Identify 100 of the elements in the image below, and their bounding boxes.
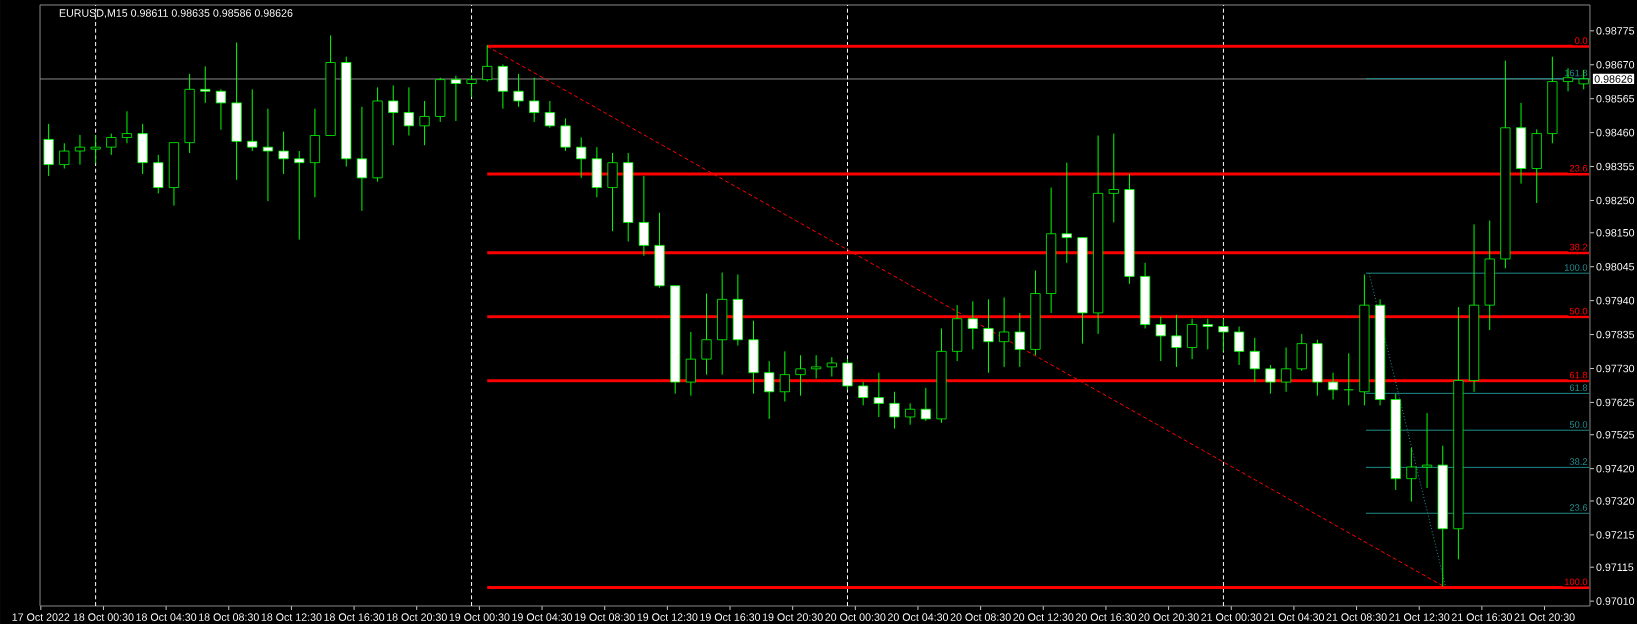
candlestick [873, 372, 884, 418]
x-tick-label: 21 Oct 12:30 [1389, 613, 1450, 621]
candlestick [544, 100, 555, 129]
ref-line-label: 0.98626 [1594, 75, 1633, 83]
candlestick [1187, 318, 1198, 360]
y-tick-label: 0.97940 [1596, 296, 1635, 305]
candlestick [1421, 412, 1433, 489]
candlestick [858, 381, 869, 406]
candlestick [278, 131, 289, 175]
candlestick [1233, 325, 1245, 366]
x-tick-label: 20 Oct 16:30 [1075, 613, 1137, 621]
candlestick [764, 360, 775, 420]
x-tick-label: 21 Oct 04:30 [1263, 613, 1325, 621]
candlestick [905, 402, 916, 426]
candlestick [685, 331, 696, 397]
candlestick [1280, 346, 1292, 393]
series-label: 61.8 [1569, 371, 1588, 379]
y-tick-label: 0.98460 [1596, 128, 1635, 137]
x-tick-label: 18 Oct 08:30 [199, 613, 259, 621]
x-tick-label: 20 Oct 04:30 [887, 613, 949, 621]
x-tick-label: 19 Oct 16:30 [700, 613, 761, 621]
candlestick [967, 300, 978, 350]
series-label: 38.2 [1569, 458, 1588, 465]
x-tick-label: 18 Oct 20:30 [387, 613, 447, 621]
candlestick [59, 142, 70, 169]
chart-title: EURUSD,M15 0.98611 0.98635 0.98586 0.98626 [59, 9, 293, 19]
x-tick-label: 19 Oct 20:30 [762, 613, 823, 621]
candlestick [388, 84, 399, 146]
y-tick-label: 0.98250 [1596, 196, 1635, 205]
x-tick-label: 21 Oct 20:30 [1514, 613, 1575, 621]
candlestick [450, 75, 461, 122]
x-tick-label: 21 Oct 00:30 [1201, 613, 1262, 621]
x-tick-label: 18 Oct 12:30 [261, 613, 322, 621]
candlestick [90, 134, 101, 164]
candlestick [247, 88, 258, 152]
series-label: 100.0 [1564, 264, 1588, 271]
candlestick [701, 293, 712, 376]
x-tick-label: 20 Oct 08:30 [950, 613, 1011, 621]
y-tick-label: 0.98670 [1596, 60, 1635, 69]
x-tick-label: 21 Oct 08:30 [1326, 613, 1387, 621]
y-tick-label: 0.97730 [1596, 364, 1635, 373]
y-tick-label: 0.97835 [1596, 330, 1635, 339]
x-tick-label: 19 Oct 08:30 [574, 613, 635, 621]
y-tick-label: 0.97010 [1596, 597, 1635, 605]
candlestick [1265, 364, 1276, 395]
candlestick [1343, 352, 1354, 406]
series-label: 0.0 [1574, 37, 1588, 44]
candlestick [1327, 372, 1339, 401]
candlestick [403, 86, 414, 137]
candlestick [920, 387, 931, 422]
candlestick [482, 44, 493, 83]
candlestick [795, 354, 806, 397]
candlestick [1014, 312, 1025, 368]
candlestick [1406, 447, 1417, 503]
x-tick-label: 18 Oct 16:30 [324, 613, 385, 621]
series-label: 100.0 [1564, 578, 1588, 586]
candlestick [200, 65, 211, 104]
x-tick-label: 21 Oct 16:30 [1451, 613, 1512, 621]
y-tick-label: 0.97420 [1596, 464, 1635, 473]
candlestick [983, 298, 994, 374]
series-label: 23.6 [1569, 504, 1588, 511]
candlestick [356, 106, 368, 212]
candlestick [106, 133, 117, 156]
candlestick [1202, 318, 1213, 350]
candlestick [999, 296, 1010, 368]
y-tick-label: 0.97625 [1596, 398, 1635, 407]
series-label: 38.2 [1569, 243, 1588, 251]
candlestick [826, 356, 837, 378]
candlestick [466, 75, 477, 98]
candlestick [638, 175, 649, 257]
series-label: 61.8 [1569, 384, 1588, 391]
y-tick-label: 0.97215 [1596, 531, 1635, 539]
x-tick-label: 20 Oct 20:30 [1138, 613, 1199, 621]
series-label: 23.6 [1569, 164, 1588, 172]
y-tick-label: 0.98150 [1596, 229, 1635, 237]
x-tick-label: 19 Oct 04:30 [512, 613, 573, 621]
candlestick [262, 108, 274, 202]
y-tick-label: 0.97525 [1596, 430, 1635, 439]
candlestick [513, 73, 524, 108]
candlestick [576, 136, 587, 179]
series-label: 50.0 [1569, 307, 1588, 315]
y-tick-label: 0.98355 [1596, 162, 1635, 171]
x-tick-label: 18 Oct 00:30 [73, 613, 134, 621]
x-tick-label: 19 Oct 12:30 [637, 613, 698, 621]
candlestick [215, 88, 227, 131]
candlestick [1155, 316, 1166, 362]
y-tick-label: 0.97115 [1596, 563, 1634, 571]
y-tick-label: 0.98775 [1596, 27, 1635, 35]
candlestick [1249, 337, 1260, 383]
x-tick-label: 17 Oct 2022 [12, 613, 70, 621]
candlestick [419, 100, 430, 146]
candlestick [889, 391, 900, 430]
y-tick-label: 0.98045 [1596, 262, 1635, 271]
candlestick [1061, 162, 1072, 264]
x-tick-label: 20 Oct 00:30 [825, 613, 886, 621]
candlestick [560, 117, 571, 152]
candlestick [121, 110, 133, 144]
candlestick [779, 350, 790, 402]
candlestick [294, 150, 305, 241]
candlestick [74, 134, 86, 166]
